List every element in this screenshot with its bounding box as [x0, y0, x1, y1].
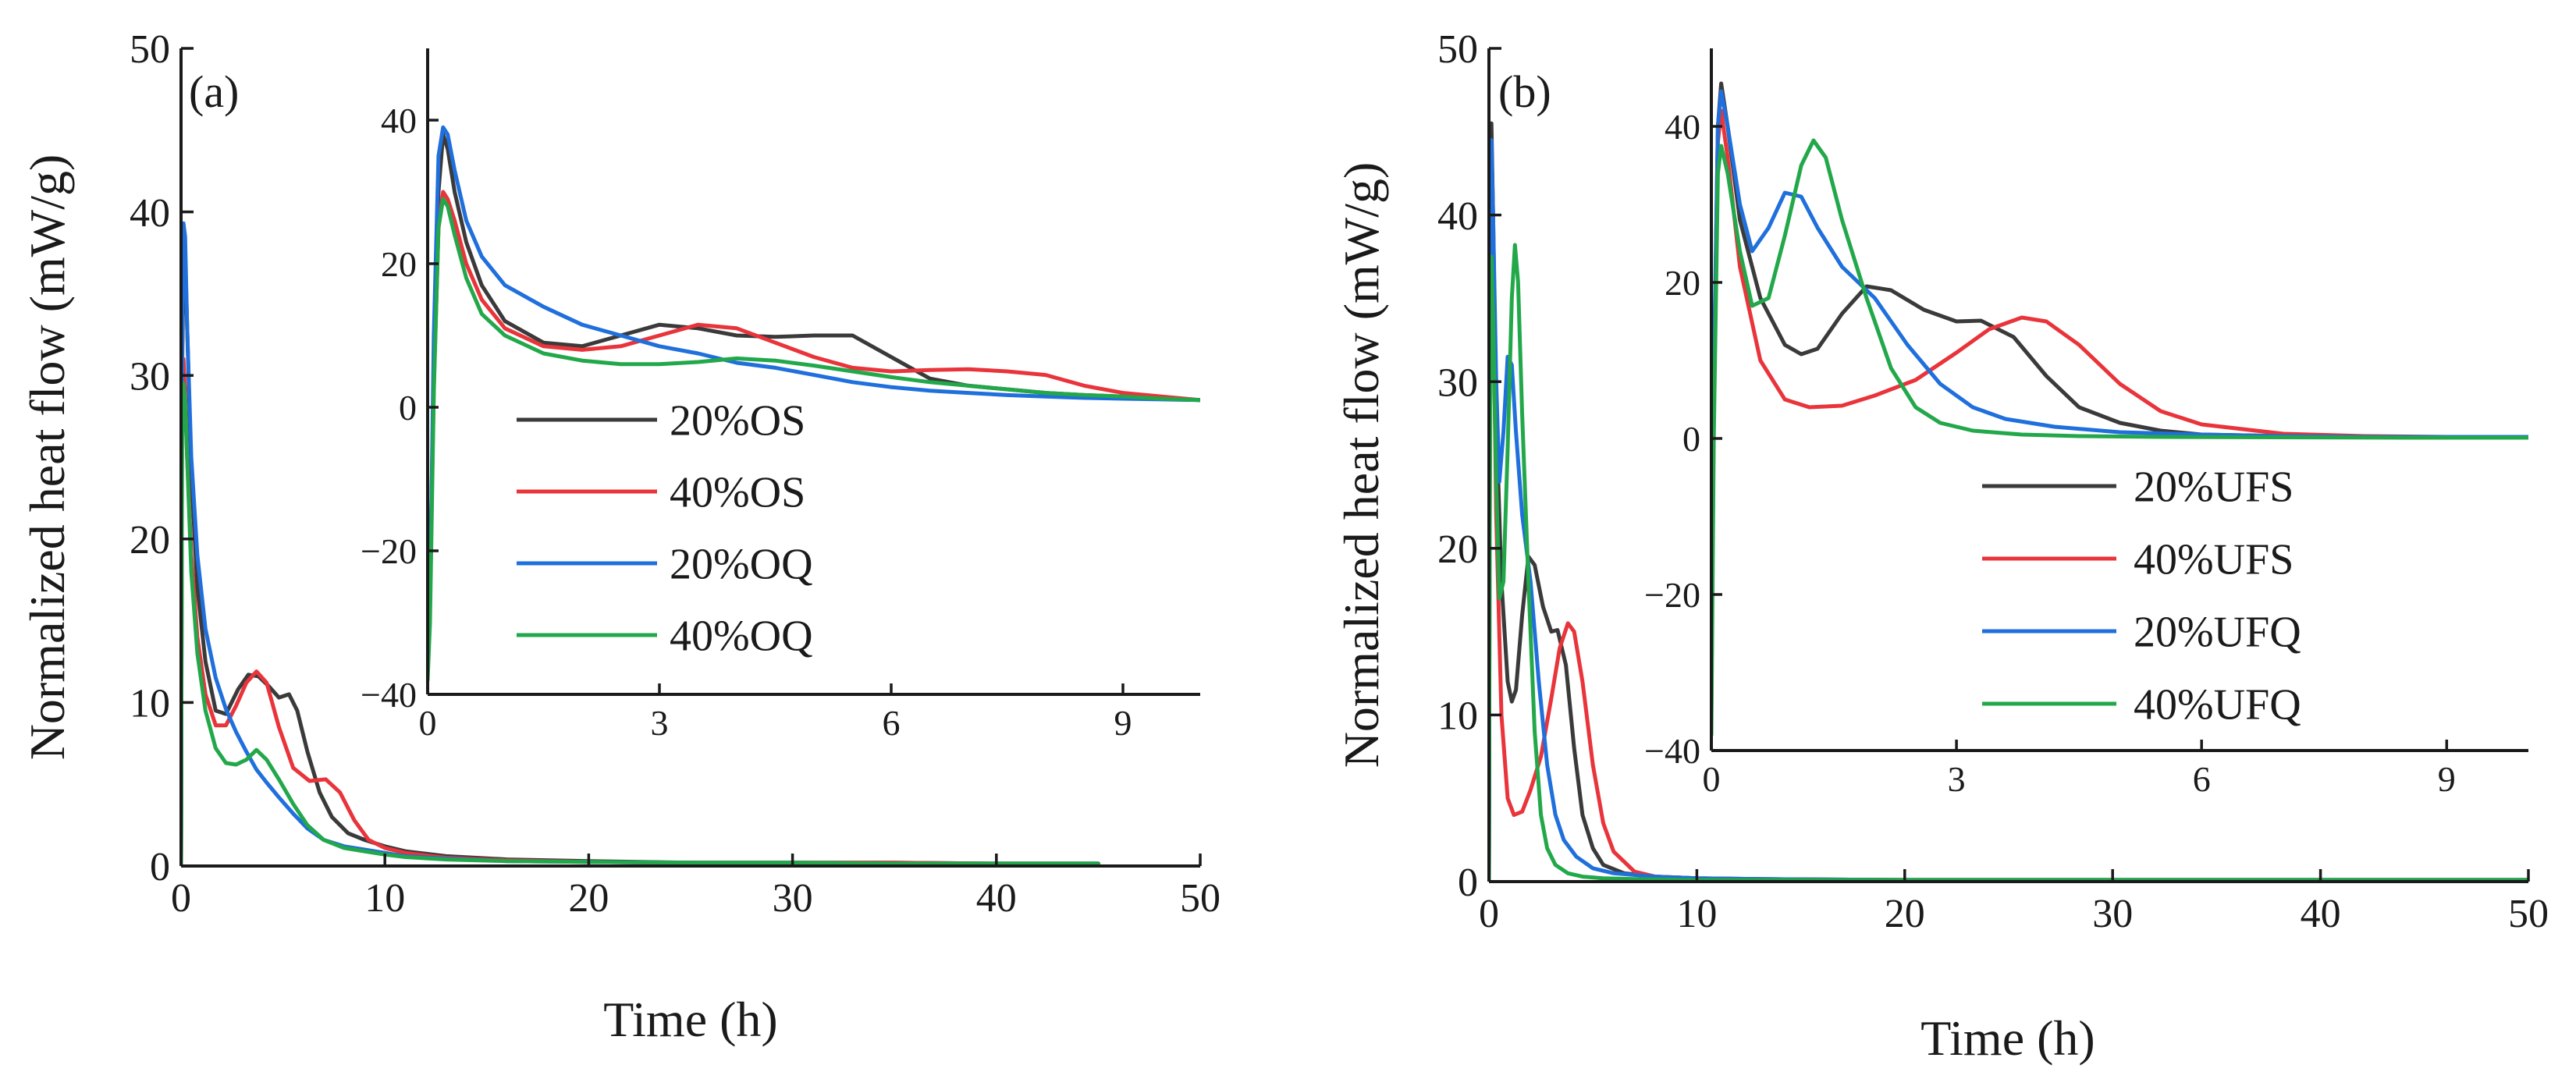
a-inset-series-40pctos: [428, 190, 1200, 639]
a-main-y-tick-label: 10: [130, 682, 170, 726]
b-main-y-tick-label: 0: [1458, 861, 1478, 905]
b-main-series-40pctufq: [1489, 243, 2528, 882]
a-inset-x-tick-label: 9: [1114, 703, 1132, 743]
b-inset-x-tick-label: 0: [1703, 759, 1721, 799]
b-inset-x-tick-label: 9: [2438, 759, 2456, 799]
b-inset-legend-label: 20%UFS: [2134, 463, 2294, 512]
b-inset-series-40pctufs: [1711, 108, 2528, 690]
a-inset-legend-label: 40%OQ: [670, 612, 813, 661]
a-inset-plot-area: [428, 48, 1200, 694]
a-main-x-tick-label: 0: [171, 876, 191, 921]
a-main-y-tick-label: 40: [130, 191, 170, 236]
b-inset-legend-label: 40%UFQ: [2134, 681, 2301, 729]
b-main-x-tick-label: 20: [1885, 892, 1925, 936]
b-main-x-axis-label: Time (h): [1920, 1010, 2095, 1066]
a-inset-series-20pctoq: [428, 125, 1200, 661]
b-main-y-tick-label: 40: [1437, 194, 1478, 239]
b-inset-y-tick-label: 0: [1682, 419, 1700, 459]
b-inset-y-tick-label: 40: [1665, 107, 1700, 147]
b-inset-plot-area: [1711, 48, 2528, 751]
b-inset-x-tick-label: 6: [2193, 759, 2211, 799]
b-main-y-tick-label: 30: [1437, 360, 1478, 405]
b-main-x-tick-label: 10: [1676, 892, 1717, 936]
b-inset-y-tick-label: −40: [1644, 731, 1700, 771]
a-main-y-tick-label: 0: [150, 845, 170, 889]
b-main-x-tick-label: 0: [1479, 892, 1499, 936]
b-main-panel-label: (b): [1498, 66, 1551, 117]
b-inset-x-tick-label: 3: [1948, 759, 1966, 799]
a-inset-y-tick-label: 0: [399, 388, 417, 428]
a-inset-legend: 20%OS 40%OS 20%OQ 40%OQ: [517, 397, 813, 661]
b-inset-y-tick-label: −20: [1644, 575, 1700, 615]
b-inset-series-40pctufq: [1711, 138, 2528, 737]
a-inset-x-tick-label: 6: [883, 703, 901, 743]
a-inset-y-tick-label: −40: [361, 675, 417, 715]
b-inset-legend: 20%UFS 40%UFS 20%UFQ 40%UFQ: [1982, 463, 2301, 729]
b-inset-legend-label: 40%UFS: [2134, 536, 2294, 584]
b-main-series-group: [1489, 121, 2528, 882]
b-main-x-tick-label: 50: [2508, 892, 2549, 936]
a-inset-y-tick-label: −20: [361, 531, 417, 571]
a-inset-series-40pctoq: [428, 197, 1200, 683]
panel-b-inset-chart: 0 3 6 9 −40 −20 0 20 40 20%UFS 40%UFS 20%UFQ 40%UFQ: [1644, 48, 2528, 799]
a-inset-legend-label: 40%OS: [670, 469, 805, 517]
b-main-y-axis-label: Normalized heat flow (mW/g): [1334, 162, 1389, 768]
a-main-y-tick-label: 20: [130, 518, 170, 563]
a-inset-x-tick-label: 0: [419, 703, 437, 743]
panel-a-inset-chart: 0 3 6 9 −40 −20 0 20 40 20%OS 40%OS 20%OQ 40%OQ: [361, 48, 1200, 743]
b-main-y-tick-label: 20: [1437, 527, 1478, 572]
a-inset-y-tick-label: 40: [381, 101, 417, 140]
b-main-y-tick-label: 50: [1437, 27, 1478, 72]
b-main-x-tick-label: 30: [2092, 892, 2133, 936]
a-main-x-axis-label: Time (h): [603, 992, 777, 1047]
a-main-x-tick-label: 10: [364, 876, 405, 921]
a-inset-legend-label: 20%OS: [670, 397, 805, 445]
b-main-y-tick-label: 10: [1437, 694, 1478, 739]
a-inset-series-group: [428, 125, 1200, 683]
a-main-y-tick-label: 30: [130, 354, 170, 399]
a-main-x-tick-label: 20: [568, 876, 609, 921]
a-main-series-40pctoq: [181, 382, 1100, 866]
b-inset-y-tick-label: 20: [1665, 263, 1700, 303]
a-main-x-tick-label: 40: [976, 876, 1017, 921]
a-inset-y-tick-label: 20: [381, 244, 417, 284]
a-main-y-tick-label: 50: [130, 27, 170, 72]
a-inset-legend-label: 20%OQ: [670, 541, 813, 589]
a-main-x-tick-label: 30: [773, 876, 813, 921]
a-main-series-group: [181, 221, 1100, 866]
b-inset-legend-label: 20%UFQ: [2134, 609, 2301, 657]
a-main-x-tick-label: 50: [1180, 876, 1220, 921]
a-inset-x-tick-label: 3: [651, 703, 669, 743]
b-inset-series-group: [1711, 81, 2528, 737]
a-main-panel-label: (a): [189, 66, 239, 117]
b-main-x-tick-label: 40: [2301, 892, 2341, 936]
b-inset-series-20pctufq: [1711, 89, 2528, 714]
a-main-y-axis-label: Normalized heat flow (mW/g): [20, 154, 75, 761]
